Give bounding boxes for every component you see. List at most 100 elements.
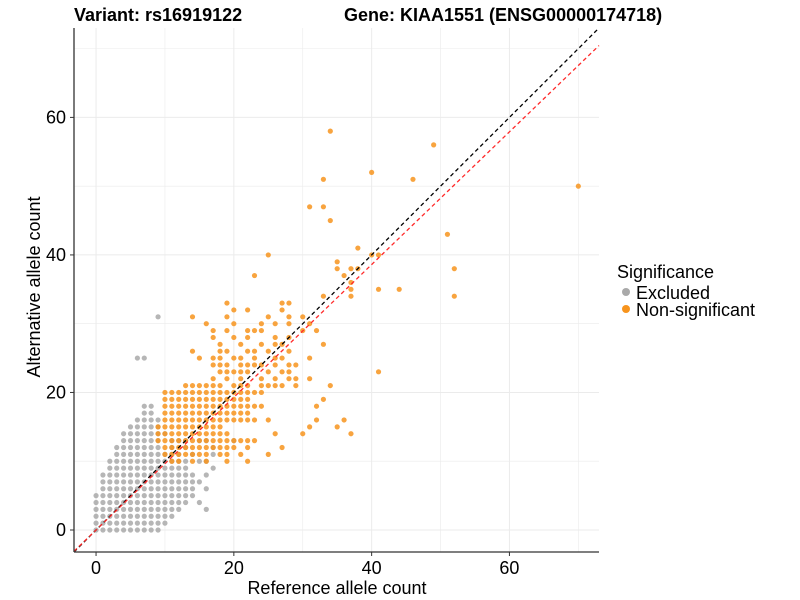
- point-excluded: [169, 513, 175, 519]
- point-non-significant: [189, 451, 196, 457]
- legend-swatch-non-significant: [622, 305, 630, 313]
- point-non-significant: [245, 327, 251, 334]
- point-non-significant: [369, 169, 375, 176]
- point-non-significant: [286, 348, 292, 354]
- point-non-significant: [258, 327, 264, 334]
- point-excluded: [114, 527, 120, 533]
- point-non-significant: [286, 300, 292, 306]
- point-non-significant: [238, 355, 244, 361]
- point-excluded: [148, 513, 154, 519]
- point-non-significant: [189, 389, 196, 396]
- point-non-significant: [575, 183, 581, 189]
- point-non-significant: [176, 424, 182, 430]
- point-non-significant: [162, 431, 168, 437]
- point-non-significant: [320, 204, 327, 210]
- point-non-significant: [217, 410, 223, 416]
- point-non-significant: [217, 382, 223, 389]
- point-non-significant: [307, 355, 313, 361]
- point-non-significant: [203, 382, 209, 389]
- point-non-significant: [313, 327, 320, 334]
- point-non-significant: [334, 424, 340, 430]
- point-excluded: [134, 417, 140, 423]
- point-non-significant: [396, 286, 402, 292]
- point-non-significant: [210, 376, 216, 382]
- point-excluded: [121, 465, 127, 471]
- point-excluded: [169, 465, 175, 471]
- point-non-significant: [245, 403, 251, 409]
- point-excluded: [148, 444, 154, 451]
- point-excluded: [141, 472, 147, 478]
- point-excluded: [183, 465, 189, 471]
- point-non-significant: [203, 458, 209, 464]
- point-excluded: [148, 465, 154, 471]
- point-non-significant: [279, 355, 285, 361]
- point-non-significant: [258, 382, 264, 389]
- point-non-significant: [196, 355, 202, 361]
- point-excluded: [141, 431, 147, 437]
- point-excluded: [100, 472, 106, 478]
- point-excluded: [148, 527, 154, 533]
- point-non-significant: [375, 286, 382, 292]
- point-excluded: [162, 472, 168, 478]
- point-excluded: [155, 513, 161, 519]
- point-non-significant: [189, 348, 196, 354]
- point-excluded: [141, 513, 147, 519]
- point-non-significant: [224, 369, 230, 375]
- point-excluded: [176, 493, 182, 499]
- point-excluded: [134, 527, 140, 533]
- point-excluded: [127, 506, 134, 512]
- point-non-significant: [320, 176, 327, 182]
- point-non-significant: [231, 321, 237, 327]
- point-non-significant: [334, 259, 340, 265]
- point-non-significant: [210, 424, 216, 430]
- y-axis-ticks: 0 20 40 60: [46, 107, 74, 540]
- point-non-significant: [245, 444, 251, 451]
- point-non-significant: [176, 403, 182, 409]
- point-excluded: [100, 493, 106, 499]
- point-excluded: [189, 493, 196, 499]
- point-excluded: [176, 486, 182, 492]
- point-excluded: [121, 472, 127, 478]
- point-non-significant: [279, 382, 285, 389]
- point-non-significant: [245, 410, 251, 416]
- point-non-significant: [183, 382, 189, 389]
- point-excluded: [134, 451, 140, 457]
- point-excluded: [127, 520, 134, 526]
- point-non-significant: [176, 417, 182, 423]
- point-non-significant: [210, 327, 216, 334]
- point-non-significant: [203, 410, 209, 416]
- legend-swatch-excluded: [622, 288, 630, 296]
- point-non-significant: [217, 389, 223, 396]
- point-excluded: [162, 479, 168, 485]
- point-non-significant: [162, 389, 168, 396]
- point-non-significant: [238, 451, 244, 457]
- point-non-significant: [169, 396, 175, 402]
- point-excluded: [155, 314, 161, 320]
- point-non-significant: [183, 403, 189, 409]
- point-excluded: [169, 486, 175, 492]
- point-non-significant: [189, 382, 196, 389]
- point-non-significant: [183, 389, 189, 396]
- point-excluded: [100, 479, 106, 485]
- point-non-significant: [224, 389, 230, 396]
- point-excluded: [148, 451, 154, 457]
- point-non-significant: [258, 321, 264, 327]
- point-excluded: [107, 486, 113, 492]
- point-non-significant: [210, 431, 216, 437]
- point-non-significant: [245, 382, 251, 389]
- point-excluded: [189, 486, 196, 492]
- point-non-significant: [224, 444, 230, 451]
- point-non-significant: [224, 300, 230, 306]
- point-non-significant: [272, 382, 278, 389]
- point-excluded: [162, 513, 168, 519]
- y-axis-label: Alternative allele count: [24, 196, 44, 377]
- point-excluded: [121, 444, 127, 451]
- point-non-significant: [245, 396, 251, 402]
- point-excluded: [141, 403, 147, 409]
- point-excluded: [127, 444, 134, 451]
- point-non-significant: [251, 389, 258, 396]
- reference-line-identity: [73, 27, 600, 553]
- point-non-significant: [210, 362, 216, 368]
- point-non-significant: [162, 424, 168, 430]
- point-excluded: [127, 486, 134, 492]
